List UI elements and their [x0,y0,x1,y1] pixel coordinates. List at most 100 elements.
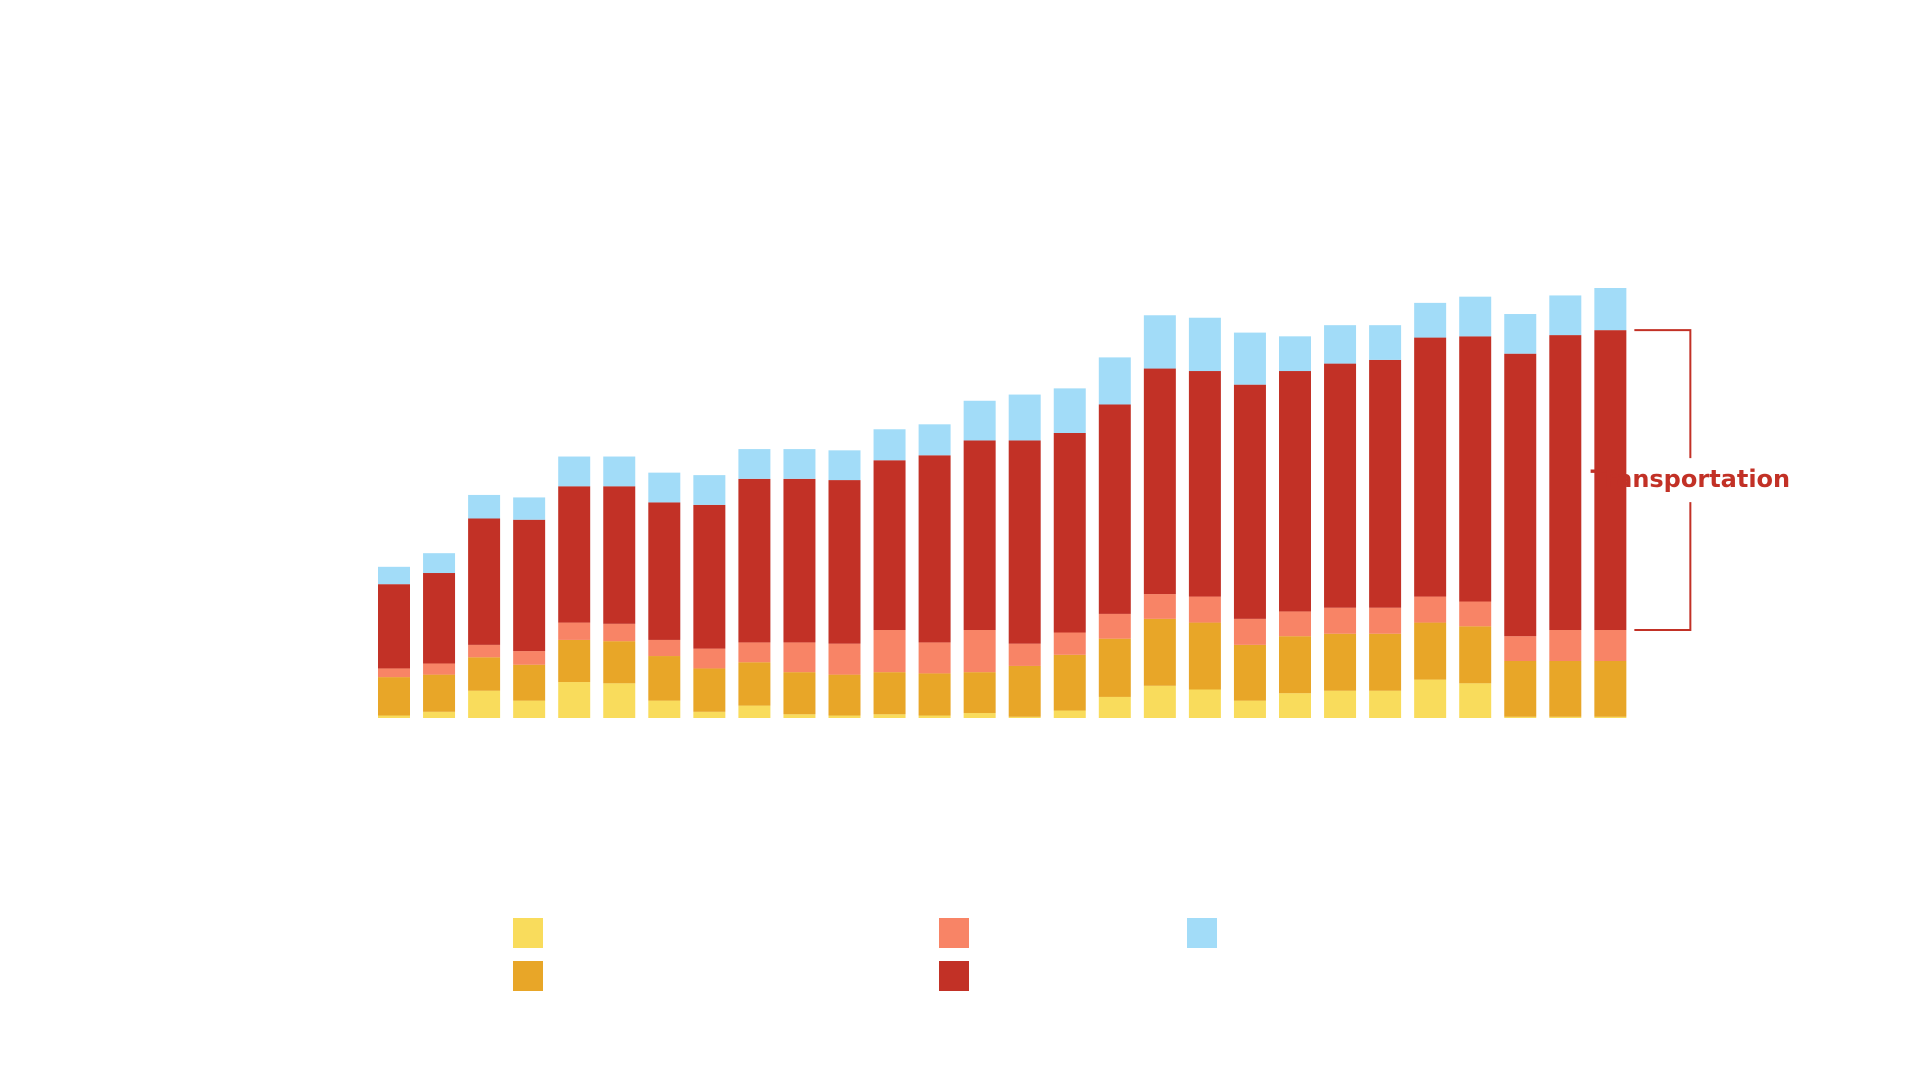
bar-segment [513,497,546,520]
bar-segment [1459,336,1492,602]
bar-segment [378,566,410,585]
bar-segment [1098,638,1131,697]
bar-segment [513,700,546,718]
bar-segment [1549,630,1582,661]
bar-segment [873,630,906,673]
bar-segment [1459,601,1492,627]
bar-segment [558,682,591,718]
bar-segment [513,519,546,652]
bar-segment [1549,295,1582,336]
bar-segment [1233,384,1266,619]
legend-swatch [513,918,543,948]
bar-segment [963,713,996,718]
bar-segment [1188,689,1221,718]
bar-segment [1143,594,1176,619]
bar-segment [1324,363,1357,608]
bar-segment [1053,388,1086,433]
bar-segment [1459,626,1492,684]
bar-segment [648,656,681,701]
bar-segment [1414,302,1447,338]
bar-segment [918,642,951,674]
bar-segment [1594,660,1627,717]
bar-segment [1008,440,1041,644]
bar-segment [1504,353,1537,637]
bar-segment [558,622,591,640]
bar-segment [1369,325,1402,360]
bar-segment [1143,618,1176,686]
bar-segment [648,700,681,718]
bar-segment [783,672,816,715]
bar-segment [1594,288,1627,331]
bar-segment [1053,432,1086,633]
legend-swatch [1187,918,1217,948]
bar-segment [1098,404,1131,614]
bar-segment [1279,693,1311,718]
bar-segment [1414,337,1447,597]
bar-segment [648,639,681,657]
bar-segment [963,672,996,714]
bar-segment [378,668,410,678]
bar-segment [1414,596,1447,623]
bar-segment [468,657,501,691]
bar-segment [603,683,636,718]
bar-segment [1459,683,1492,718]
bar-segment [1098,613,1131,639]
bar-segment [648,472,681,503]
bar-segment [558,486,591,623]
annotation-label: Transportation [1591,465,1791,493]
bar-segment [1324,690,1357,718]
bar-segment [1233,644,1266,701]
bar-segment [873,429,906,461]
annotation-bracket [1634,329,1692,632]
bar-segment [1594,716,1627,718]
bar-segment [558,639,591,683]
bar-segment [738,705,771,718]
bar-segment [1369,607,1402,634]
bar-segment [1594,330,1627,631]
bar-segment [963,440,996,631]
bar-segment [918,673,951,716]
bar-segment [1594,630,1627,661]
bar-segment [423,674,456,712]
bar-segment [1369,690,1402,718]
bar-segment [423,711,456,718]
bar-segment [378,584,410,669]
bar-segment [1053,632,1086,655]
bar-segment [873,672,906,715]
bar-segment [873,714,906,718]
bar-segment [603,641,636,684]
bar-segment [1188,371,1221,597]
bar-segment [1188,317,1221,372]
bar-segment [1414,679,1447,718]
bar-segment [558,456,591,487]
bar-segment [828,674,861,716]
bar-segment [423,663,456,675]
bar-segment [513,664,546,701]
legend-swatch [939,961,969,991]
bar-segment [1459,296,1492,337]
bar-segment [1369,359,1402,608]
bar-segment [1008,394,1041,441]
bar-segment [1188,622,1221,690]
bar-segment [693,504,726,649]
bar-segment [1279,371,1311,612]
bar-segment [1053,654,1086,711]
bar-segment [828,643,861,675]
bar-segment [1098,357,1131,405]
bar-segment [738,662,771,706]
bar-segment [1549,660,1582,717]
bar-segment [468,518,501,645]
bar-segment [1233,618,1266,645]
bar-segment [1504,660,1537,717]
legend-swatch [939,918,969,948]
bar-segment [603,623,636,642]
bar-segment [963,630,996,673]
bar-segment [603,486,636,624]
bar-segment [513,651,546,665]
bar-segment [1324,633,1357,691]
bar-segment [873,460,906,631]
bar-segment [1504,636,1537,661]
bar-segment [1008,665,1041,717]
bar-segment [828,715,861,718]
bar-segment [693,668,726,712]
